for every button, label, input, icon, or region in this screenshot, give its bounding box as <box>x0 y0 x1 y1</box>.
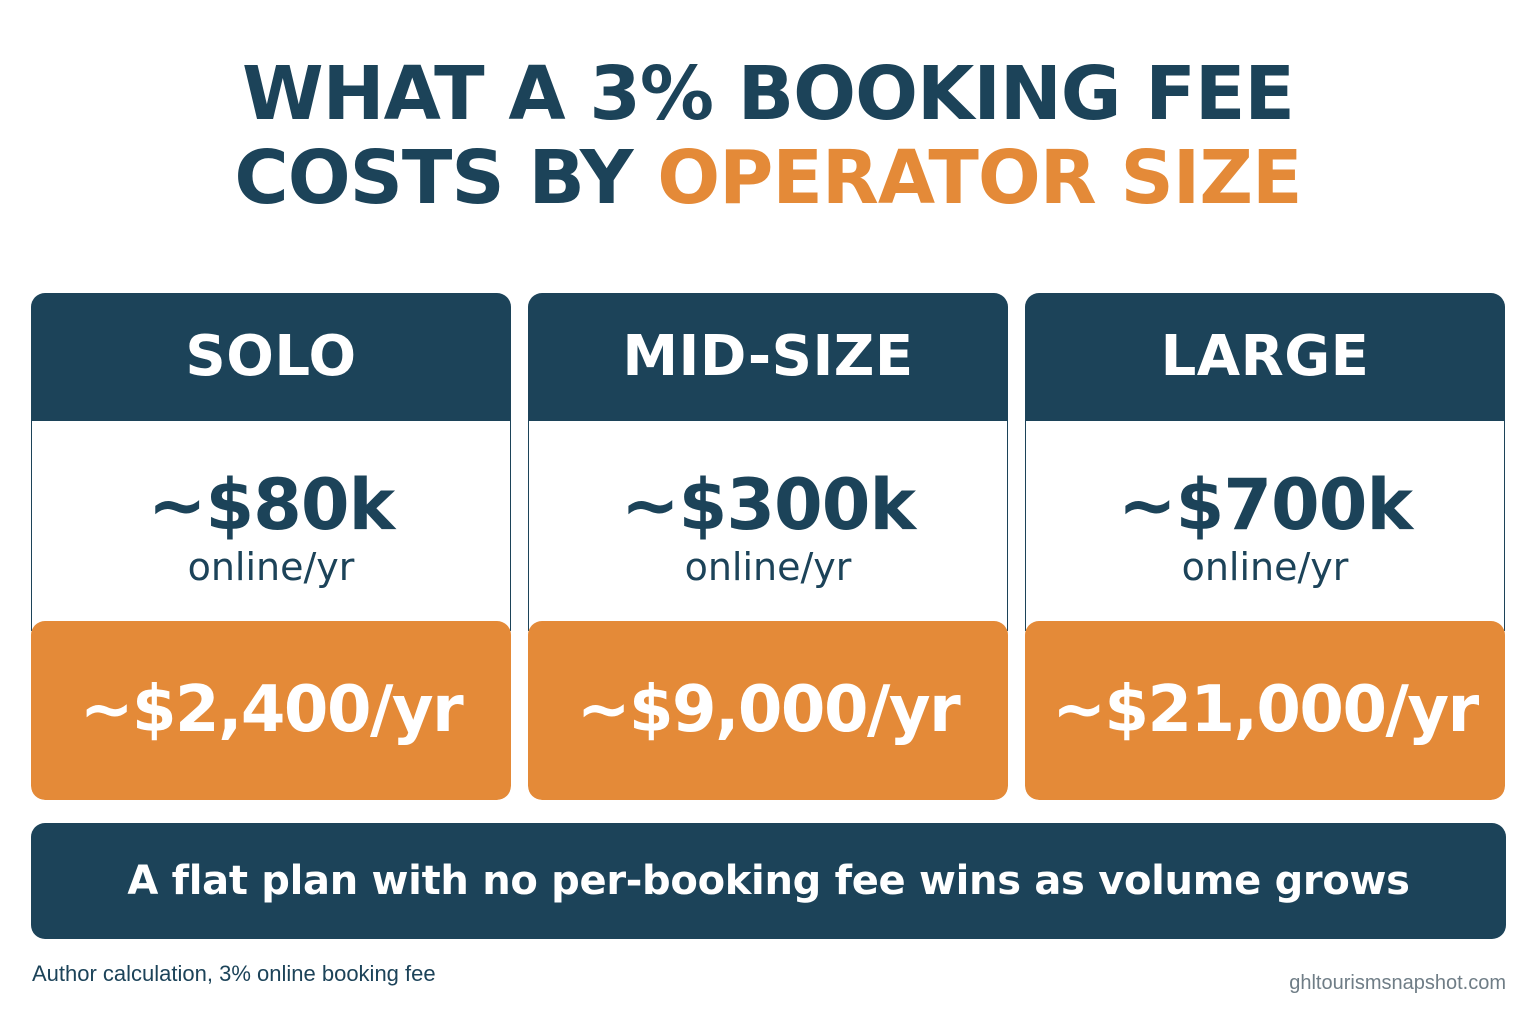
conclusion-banner: A flat plan with no per-booking fee wins… <box>31 823 1506 939</box>
title-line-2-accent: OPERATOR SIZE <box>657 135 1302 221</box>
tier-revenue: ~$300k <box>620 464 916 546</box>
site-credit: ghltourismsnapshot.com <box>1289 972 1506 994</box>
page-title: WHAT A 3% BOOKING FEE COSTS BY OPERATOR … <box>0 52 1536 220</box>
title-line-2-prefix: COSTS BY <box>234 135 658 221</box>
tier-name: MID-SIZE <box>528 293 1008 421</box>
tier-card-mid-size: MID-SIZE ~$300k online/yr ~$9,000/yr <box>528 293 1008 800</box>
tier-period: online/yr <box>684 545 852 589</box>
source-note: Author calculation, 3% online booking fe… <box>32 961 436 986</box>
title-line-1: WHAT A 3% BOOKING FEE <box>242 51 1295 137</box>
tier-fee: ~$9,000/yr <box>528 621 1008 800</box>
tier-fee: ~$2,400/yr <box>31 621 511 800</box>
tier-name: SOLO <box>31 293 511 421</box>
tier-fee: ~$21,000/yr <box>1025 621 1505 800</box>
tier-cards: SOLO ~$80k online/yr ~$2,400/yr MID-SIZE… <box>31 293 1505 800</box>
tier-revenue-panel: ~$80k online/yr <box>31 421 511 631</box>
tier-revenue: ~$80k <box>147 464 395 546</box>
tier-revenue: ~$700k <box>1117 464 1413 546</box>
tier-revenue-panel: ~$700k online/yr <box>1025 421 1505 631</box>
tier-period: online/yr <box>187 545 355 589</box>
tier-card-solo: SOLO ~$80k online/yr ~$2,400/yr <box>31 293 511 800</box>
tier-card-large: LARGE ~$700k online/yr ~$21,000/yr <box>1025 293 1505 800</box>
tier-period: online/yr <box>1181 545 1349 589</box>
tier-name: LARGE <box>1025 293 1505 421</box>
tier-revenue-panel: ~$300k online/yr <box>528 421 1008 631</box>
